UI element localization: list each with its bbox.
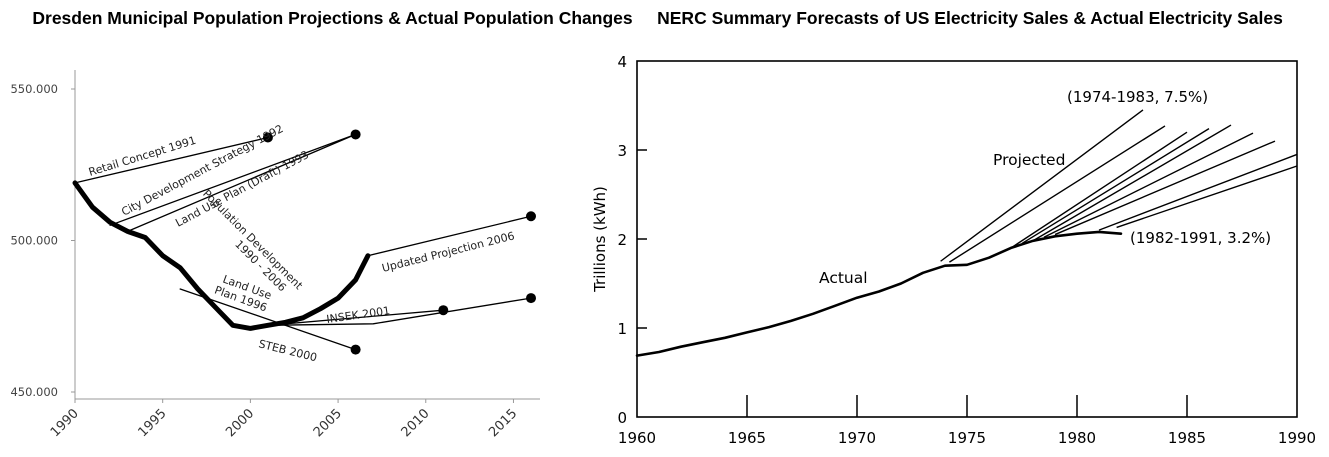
series-line-actual [635,230,1123,357]
x-tick-label: 1980 [1058,429,1096,447]
series-end-marker-updated-projection-2006 [526,211,536,222]
series-line-updated-projection-2006 [367,215,532,257]
y-tick-label: 550.000 [10,82,58,96]
series-end-marker-land-use-plan-1996 [350,344,361,355]
projection-line [1054,140,1276,236]
series-end-marker-retail-concept-1991 [262,132,273,143]
projected-annotation: Projected [993,151,1065,169]
series-line-land-use-plan-draft-1993 [126,133,357,233]
projection-label-1982-1991: (1982-1991, 3.2%) [1130,229,1271,247]
projection-line [940,109,1144,262]
series-end-marker-insek-2001 [526,293,536,304]
left-chart-title: Dresden Municipal Population Projections… [32,8,633,28]
series-line-city-development-strategy-1992 [109,133,357,226]
x-tick-label: 1970 [838,429,876,447]
series-line-retail-concept-1991 [74,136,269,184]
projection-line [1032,124,1232,242]
x-tick-label: 1985 [1168,429,1206,447]
projection-label-1974-1983: (1974-1983, 7.5%) [1067,88,1208,106]
x-tick-label: 1960 [618,429,656,447]
series-line-steb-2000 [249,309,444,328]
projection-line [1021,128,1210,245]
projection-line [949,125,1166,263]
projection-line [1098,153,1298,231]
y-tick-label: 3 [617,142,627,160]
y-tick-label: 0 [617,409,627,427]
x-tick-label: 1990 [1278,429,1316,447]
y-tick-label: 450.000 [10,385,58,399]
y-tick-label: 500.000 [10,234,58,248]
series-line-insek-2001 [267,297,532,326]
projection-line [1010,131,1188,249]
dresden-population-chart: Population Development1990 - 2006Retail … [10,70,540,440]
actual-annotation: Actual [819,269,868,287]
series-line-land-use-plan-1996 [179,288,357,351]
y-tick-label: 1 [617,320,627,338]
projection-line [1116,165,1298,229]
y-tick-label: 2 [617,231,627,249]
series-line-population-development-1990-2006 [72,180,371,331]
projection-line [1043,132,1254,238]
right-chart-title: NERC Summary Forecasts of US Electricity… [657,8,1283,28]
y-tick-label: 4 [617,53,627,71]
y-axis-label: Trillions (kWh) [591,186,609,293]
x-tick-label: 1965 [728,429,766,447]
x-tick-label: 1975 [948,429,986,447]
